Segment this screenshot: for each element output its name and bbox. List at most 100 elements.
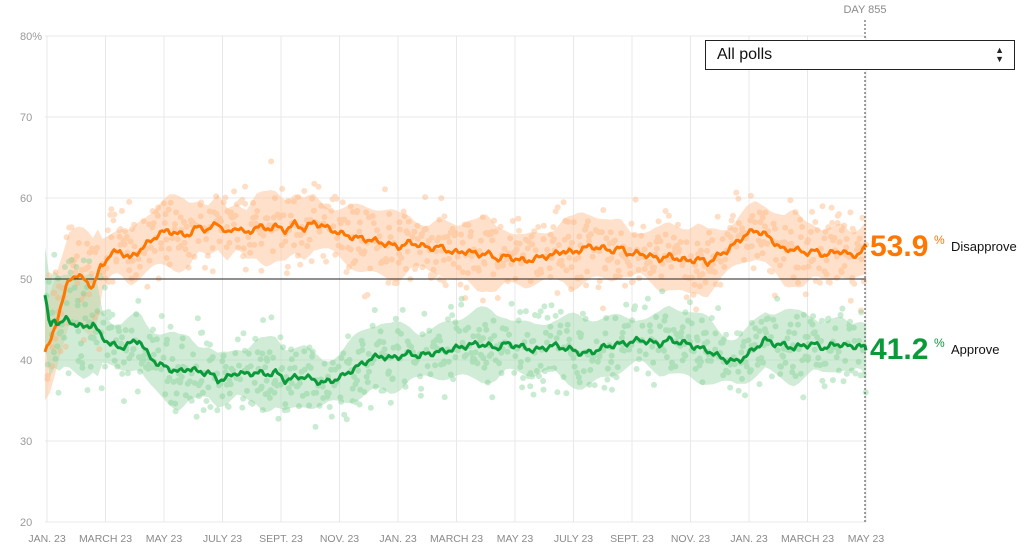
poll-dot bbox=[111, 349, 117, 356]
poll-dot bbox=[218, 218, 224, 225]
poll-dot bbox=[665, 327, 672, 334]
poll-dot bbox=[389, 376, 396, 383]
poll-dot bbox=[618, 335, 625, 341]
poll-dot bbox=[408, 343, 415, 350]
poll-dot bbox=[108, 234, 115, 241]
poll-dot bbox=[254, 349, 261, 356]
poll-dot bbox=[535, 271, 541, 278]
poll-dot bbox=[103, 264, 110, 271]
poll-dot bbox=[278, 366, 285, 373]
poll-dot bbox=[169, 235, 176, 242]
poll-dot bbox=[825, 278, 832, 285]
poll-dot bbox=[604, 376, 611, 383]
poll-dot bbox=[614, 259, 621, 266]
poll-dot bbox=[568, 351, 575, 357]
poll-dot bbox=[280, 344, 286, 351]
poll-dot bbox=[608, 352, 615, 359]
poll-dot bbox=[339, 217, 346, 223]
poll-dot bbox=[149, 208, 156, 214]
poll-dot bbox=[393, 280, 400, 286]
poll-dot bbox=[233, 201, 240, 208]
poll-dot bbox=[596, 351, 603, 358]
poll-dot bbox=[584, 268, 591, 275]
poll-dot bbox=[621, 347, 628, 354]
poll-dot bbox=[298, 240, 305, 246]
poll-dot bbox=[807, 318, 814, 325]
poll-dot bbox=[118, 208, 125, 214]
poll-dot bbox=[100, 319, 107, 326]
poll-dot bbox=[574, 369, 580, 376]
poll-dot bbox=[507, 235, 514, 242]
poll-dot bbox=[361, 248, 368, 255]
poll-dot bbox=[207, 341, 213, 348]
poll-dot bbox=[678, 329, 685, 336]
poll-dot bbox=[647, 270, 654, 277]
poll-dot bbox=[685, 317, 691, 324]
poll-dot bbox=[224, 208, 231, 215]
poll-dot bbox=[644, 295, 651, 302]
poll-dot bbox=[173, 390, 180, 397]
poll-dot bbox=[422, 226, 429, 233]
poll-dot bbox=[349, 385, 356, 392]
poll-dot bbox=[178, 373, 185, 380]
poll-dot bbox=[244, 365, 251, 371]
poll-dot bbox=[516, 227, 522, 234]
poll-dot bbox=[266, 394, 273, 401]
poll-dot bbox=[340, 350, 347, 357]
poll-dot bbox=[207, 404, 214, 410]
poll-dot bbox=[111, 211, 118, 218]
poll-dot bbox=[702, 279, 709, 286]
poll-dot bbox=[748, 342, 755, 349]
poll-dot bbox=[461, 353, 468, 360]
poll-dot bbox=[62, 343, 69, 350]
poll-dot bbox=[277, 381, 284, 388]
poll-dot bbox=[195, 382, 202, 389]
poll-dot bbox=[780, 256, 787, 262]
poll-dot bbox=[670, 234, 677, 241]
poll-dot bbox=[805, 263, 812, 270]
poll-dot bbox=[758, 355, 765, 361]
poll-dot bbox=[653, 245, 660, 252]
poll-dot bbox=[58, 328, 64, 335]
poll-dot bbox=[797, 216, 804, 223]
poll-dot bbox=[258, 267, 265, 274]
poll-dot bbox=[338, 398, 345, 405]
poll-dot bbox=[727, 234, 734, 241]
poll-dot bbox=[704, 240, 711, 247]
poll-dot bbox=[346, 264, 352, 271]
poll-dot bbox=[609, 386, 615, 393]
poll-dot bbox=[555, 242, 562, 248]
poll-dot bbox=[376, 233, 383, 240]
poll-dot bbox=[482, 321, 489, 328]
poll-dot bbox=[263, 377, 270, 384]
poll-dot bbox=[782, 359, 789, 366]
poll-dot bbox=[174, 377, 181, 384]
poll-dot bbox=[454, 253, 461, 260]
poll-dot bbox=[619, 329, 626, 336]
poll-dot bbox=[111, 357, 118, 364]
poll-dot bbox=[298, 368, 305, 375]
poll-dot bbox=[536, 373, 542, 380]
poll-dot bbox=[480, 297, 486, 304]
poll-dot bbox=[136, 263, 143, 270]
poll-dot bbox=[518, 260, 524, 267]
poll-dot bbox=[659, 288, 666, 295]
poll-dot bbox=[452, 319, 459, 326]
poll-dot bbox=[755, 237, 762, 244]
poll-dot bbox=[213, 193, 220, 200]
poll-dot bbox=[80, 337, 87, 343]
poll-dot bbox=[206, 208, 213, 215]
poll-dot bbox=[653, 314, 660, 320]
y-tick-label: 60 bbox=[20, 193, 32, 205]
poll-dot bbox=[662, 313, 669, 320]
poll-dot bbox=[445, 316, 451, 323]
poll-dot bbox=[811, 346, 818, 353]
poll-dot bbox=[130, 346, 137, 353]
poll-filter-select[interactable]: All polls ▲ ▼ bbox=[705, 40, 1015, 70]
poll-dot bbox=[664, 256, 671, 263]
poll-dot bbox=[671, 245, 678, 251]
poll-dot bbox=[367, 404, 374, 411]
poll-dot bbox=[339, 244, 346, 251]
poll-dot bbox=[649, 343, 656, 350]
poll-dot bbox=[756, 328, 763, 335]
